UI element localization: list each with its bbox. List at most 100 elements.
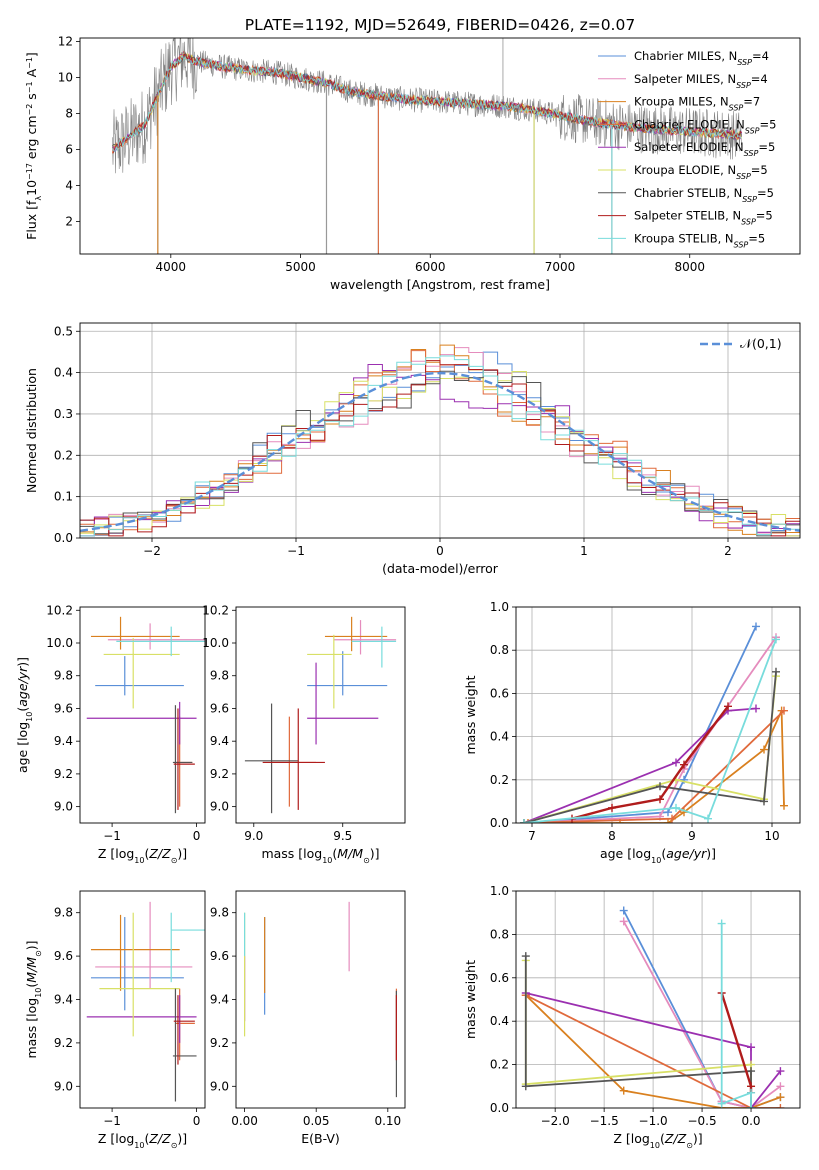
series-line-6 — [524, 956, 752, 1108]
y-tick-label: 0.4 — [490, 1014, 509, 1028]
series-marker — [524, 819, 532, 823]
y-tick-label: 0.0 — [490, 1101, 509, 1115]
series-marker — [780, 801, 788, 810]
series-line-3 — [523, 710, 785, 823]
axes-frame — [79, 606, 206, 824]
series-marker — [672, 803, 680, 812]
axes-frame — [235, 890, 406, 1109]
x-axis-label: (data-model)/error — [382, 561, 499, 576]
y-tick-label: 1.0 — [490, 600, 509, 614]
y-tick-label: 9.4 — [54, 734, 73, 748]
y-tick-label: 0.8 — [490, 643, 509, 657]
series-marker — [717, 919, 726, 928]
series-marker — [776, 1093, 785, 1102]
plot-area — [244, 616, 397, 814]
y-tick-label: 1.0 — [490, 884, 509, 898]
x-tick-label: 7 — [528, 829, 536, 843]
series-marker — [760, 797, 768, 806]
plot-area — [80, 344, 800, 537]
series-marker — [747, 1067, 756, 1076]
panel-mass-vs-EBV: 0.00 0.05 0.10 9.0 9.2 9.4 9.6 9.8 E(B-V) — [210, 890, 406, 1146]
y-tick-label: 12 — [58, 35, 73, 49]
series-marker — [780, 706, 788, 715]
y-axis-label: mass weight — [463, 960, 478, 1039]
series-line-4 — [523, 707, 757, 823]
y-tick-label: 9.2 — [210, 1036, 229, 1050]
y-tick-label: 10.0 — [46, 636, 73, 650]
x-tick-label: 10 — [764, 829, 779, 843]
y-tick-label: 6 — [65, 143, 73, 157]
x-tick-label: 0.05 — [303, 1114, 330, 1128]
x-axis-label: age [log10(age/yr)] — [600, 846, 716, 865]
series-line-3 — [525, 994, 781, 1108]
y-tick-label: 10 — [58, 71, 73, 85]
axes-frame — [79, 322, 801, 539]
series-line-6 — [523, 671, 777, 823]
x-axis-label: Z [log10(Z/Z⊙)] — [98, 846, 187, 865]
y-tick-label: 9.4 — [210, 734, 229, 748]
y-tick-label: 0.0 — [54, 531, 73, 545]
series-marker — [704, 814, 712, 823]
series-marker — [747, 1088, 756, 1097]
legend-label: 𝒩(0,1) — [740, 336, 782, 351]
y-axis-label: age [log10(age/yr)] — [15, 657, 34, 773]
plot-area — [111, 38, 743, 254]
y-tick-label: 10.2 — [46, 603, 73, 617]
x-tick-label: 9.5 — [333, 829, 352, 843]
x-tick-label: −1.5 — [590, 1114, 619, 1128]
panel-mass-weight-vs-age: 7 8 9 10 0.0 0.2 0.4 0.6 0.8 1.0 age [log10(age/yr… — [463, 600, 801, 865]
y-tick-label: 0.2 — [490, 1058, 509, 1072]
y-tick-label: 9.6 — [210, 949, 229, 963]
y-axis-label: Normed distribution — [24, 368, 39, 493]
y-tick-label: 9.0 — [54, 1079, 73, 1093]
series-marker — [776, 1067, 785, 1076]
series-marker — [752, 622, 760, 631]
histogram-3 — [80, 350, 800, 536]
legend-label: Salpeter MILES, NSSP=4 — [634, 72, 768, 90]
y-tick-label: 0.2 — [54, 448, 73, 462]
x-axis-label: wavelength [Angstrom, rest frame] — [330, 277, 550, 292]
series-marker — [747, 1104, 756, 1108]
y-tick-label: 9.8 — [54, 906, 73, 920]
series-marker — [772, 667, 780, 676]
axes-frame — [79, 37, 801, 255]
plot-area — [520, 622, 788, 823]
axes-frame — [235, 606, 406, 824]
model-spectrum-7 — [111, 53, 742, 154]
x-axis-label: Z [log10(Z/Z⊙)] — [613, 1131, 702, 1150]
legend-label: Kroupa ELODIE, NSSP=5 — [634, 163, 768, 181]
panel-residuals: −2 −1 0 1 2 0.0 0.1 0.2 0.3 0.4 0.5 (data-model)/er… — [24, 322, 801, 576]
x-tick-label: 9.0 — [244, 829, 263, 843]
series-marker — [776, 1082, 785, 1091]
series-marker — [619, 917, 628, 926]
series-line-0 — [523, 626, 757, 823]
y-tick-label: 0.4 — [54, 366, 73, 380]
y-tick-label: 9.0 — [54, 800, 73, 814]
plot-area — [86, 901, 205, 1102]
x-axis-label: mass [log10(M/M⊙)] — [261, 846, 379, 865]
series-marker — [521, 952, 530, 961]
histogram-6 — [80, 369, 800, 537]
legend-label: Salpeter ELODIE, NSSP=5 — [634, 140, 775, 158]
series-marker — [668, 814, 676, 823]
series-marker — [747, 1043, 756, 1052]
histogram-7 — [80, 360, 800, 537]
series-marker — [664, 819, 672, 823]
y-tick-label: 9.4 — [54, 993, 73, 1007]
x-tick-label: 0.10 — [374, 1114, 401, 1128]
x-tick-label: −2.0 — [541, 1114, 570, 1128]
x-tick-label: −2 — [143, 544, 161, 558]
y-tick-label: 9.2 — [54, 1036, 73, 1050]
series-marker — [724, 702, 732, 711]
x-tick-label: 0.00 — [231, 1114, 258, 1128]
legend-label: Kroupa STELIB, NSSP=5 — [634, 231, 765, 249]
x-axis-label: Z [log10(Z/Z⊙)] — [98, 1131, 187, 1150]
x-tick-label: 8 — [608, 829, 616, 843]
x-tick-label: 0 — [193, 1114, 201, 1128]
y-tick-label: 9.8 — [210, 906, 229, 920]
axes-frame — [515, 606, 801, 824]
x-tick-label: −1 — [287, 544, 305, 558]
x-tick-label: 4000 — [156, 260, 187, 274]
series-marker — [717, 1099, 726, 1108]
y-tick-label: 0.6 — [490, 686, 509, 700]
